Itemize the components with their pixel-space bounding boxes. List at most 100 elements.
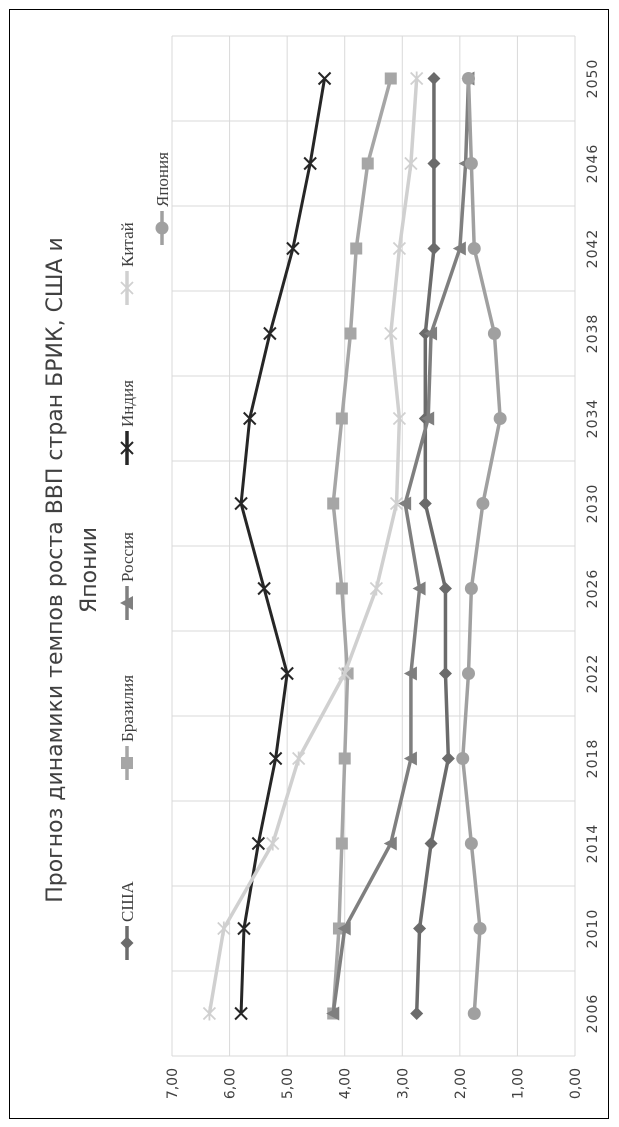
data-point: [464, 837, 478, 850]
y-tick-label: 7,00: [165, 1068, 181, 1099]
legend-item: Китай: [118, 222, 137, 305]
data-point: [476, 497, 490, 510]
legend-item: Бразилия: [118, 675, 137, 780]
data-point: [280, 666, 294, 681]
data-point: [384, 326, 398, 341]
legend-label: Россия: [118, 532, 137, 582]
data-point: [410, 1007, 424, 1020]
data-point: [493, 412, 507, 425]
y-tick-label: 2,00: [453, 1068, 469, 1099]
series-asterisk: [202, 71, 424, 1021]
data-point: [412, 581, 426, 596]
gridlines: [171, 35, 576, 1057]
data-point: [421, 411, 435, 426]
data-point: [427, 157, 441, 170]
x-axis-ticks: 2006 2010 2014 2018 2022 2026 2030 2034 2038 2042…: [585, 59, 601, 1034]
series-line: [414, 78, 451, 1014]
x-tick-label: 2026: [585, 569, 601, 609]
data-point: [237, 921, 251, 936]
data-point: [369, 581, 384, 596]
x-tick-label: 2022: [585, 654, 601, 694]
x-tick-label: 2038: [585, 314, 601, 354]
series-group: [202, 71, 507, 1021]
legend-marker: [120, 936, 134, 950]
y-tick-label: 4,00: [338, 1068, 354, 1099]
data-point: [383, 836, 397, 851]
series-x: [234, 71, 332, 1021]
series-circle: [456, 72, 507, 1020]
data-point: [461, 72, 475, 85]
legend-label: Индия: [118, 380, 137, 427]
data-point: [266, 836, 280, 851]
y-tick-label: 3,00: [395, 1068, 411, 1099]
y-tick-label: 1,00: [510, 1068, 526, 1099]
legend-label: Китай: [118, 222, 137, 267]
data-point: [317, 71, 332, 86]
chart-frame: [9, 9, 609, 1119]
legend-marker: [155, 221, 169, 235]
data-point: [427, 242, 441, 255]
data-point: [286, 241, 300, 256]
y-tick-label: 6,00: [223, 1068, 239, 1099]
x-tick-label: 2050: [585, 59, 601, 99]
y-axis-ticks: 0,00 1,00 2,00 3,00 4,00 5,00 6,00 7,00: [165, 1068, 584, 1099]
data-point: [441, 752, 455, 765]
data-point: [335, 837, 348, 850]
data-point: [487, 327, 501, 340]
data-point: [392, 411, 407, 426]
data-point: [413, 922, 427, 935]
data-point: [473, 922, 487, 935]
series-square: [327, 72, 397, 1020]
data-point: [464, 582, 478, 595]
data-point: [202, 1006, 217, 1021]
x-tick-label: 2030: [585, 484, 601, 524]
y-tick-label: 5,00: [280, 1068, 296, 1099]
data-point: [452, 241, 466, 256]
data-point: [438, 667, 452, 680]
data-point: [217, 921, 231, 936]
data-point: [410, 71, 424, 86]
data-point: [338, 666, 352, 681]
data-point: [418, 497, 432, 510]
data-point: [403, 751, 417, 766]
data-point: [384, 72, 397, 85]
legend-label: Япония: [153, 152, 172, 207]
legend-marker: [120, 441, 134, 455]
data-point: [456, 752, 470, 765]
legend-marker: [121, 757, 133, 769]
legend-marker: [120, 281, 134, 295]
data-point: [427, 72, 441, 85]
data-point: [268, 751, 283, 766]
data-point: [327, 497, 340, 510]
legend-item: Россия: [118, 532, 137, 620]
x-tick-label: 2006: [585, 994, 601, 1034]
data-point: [389, 496, 404, 511]
data-point: [404, 156, 418, 171]
data-point: [361, 157, 374, 170]
data-point: [234, 1006, 248, 1021]
data-point: [392, 241, 407, 256]
x-tick-label: 2010: [585, 909, 601, 949]
data-point: [257, 581, 271, 596]
series-line: [460, 78, 502, 1014]
data-point: [438, 582, 452, 595]
x-tick-label: 2034: [585, 399, 601, 439]
data-point: [292, 751, 306, 766]
x-tick-label: 2046: [585, 144, 601, 184]
data-point: [424, 837, 438, 850]
data-point: [251, 836, 266, 851]
legend: США Бразилия Россия Индия Китай Япония: [118, 152, 172, 960]
series-line: [239, 78, 327, 1014]
x-tick-label: 2042: [585, 229, 601, 269]
data-point: [326, 1006, 340, 1021]
series-line: [331, 78, 471, 1014]
legend-marker: [120, 596, 133, 610]
data-point: [350, 242, 363, 255]
data-point: [461, 667, 475, 680]
x-tick-label: 2018: [585, 739, 601, 779]
data-point: [303, 156, 317, 171]
data-point: [467, 242, 481, 255]
data-point: [424, 326, 438, 341]
legend-label: США: [118, 881, 137, 922]
